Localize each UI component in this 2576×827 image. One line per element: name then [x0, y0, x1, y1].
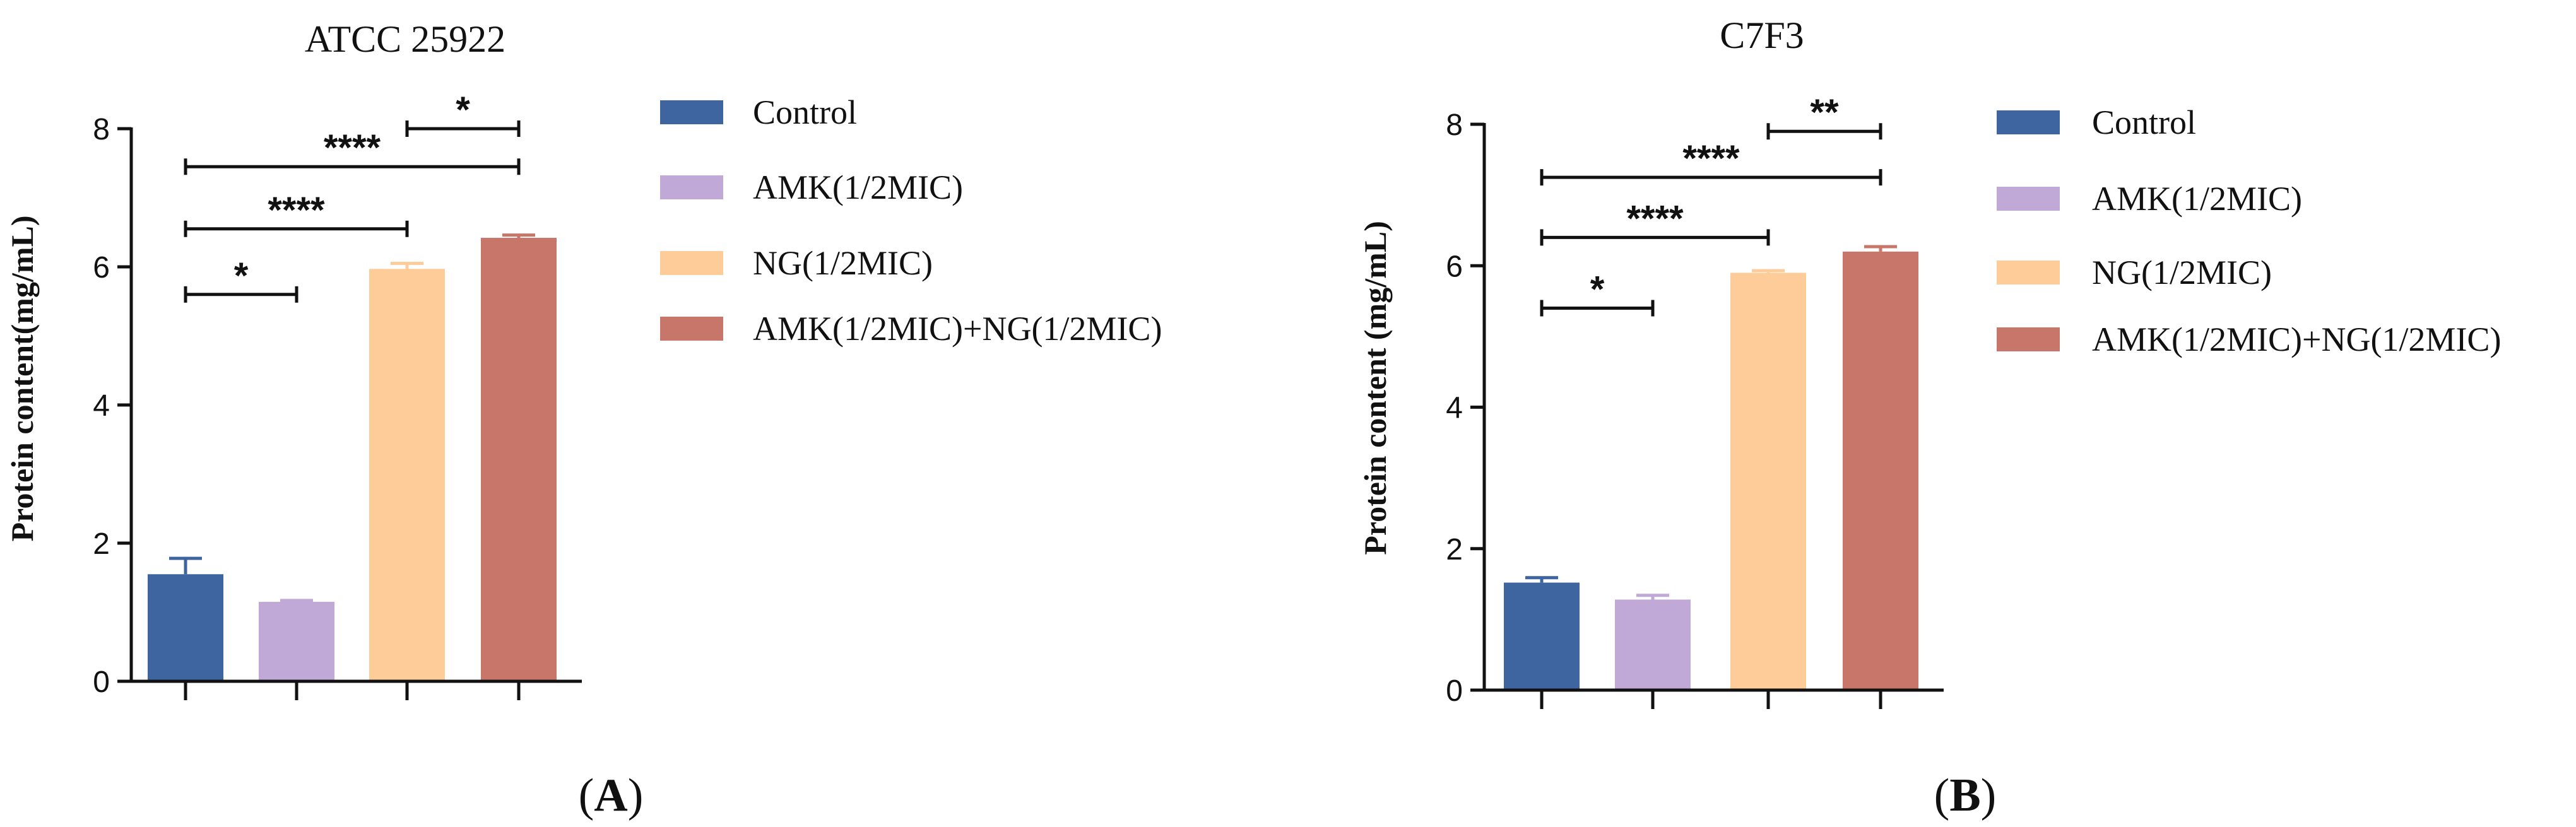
- legend-swatch: [1997, 327, 2060, 351]
- bar-b-3: [1730, 273, 1806, 690]
- error-bar-a-1: [169, 556, 202, 575]
- legend-item-b-2: AMK(1/2MIC): [1997, 180, 2302, 218]
- y-tick-label-b: 8: [1446, 109, 1463, 142]
- chart-title-a: ATCC 25922: [305, 18, 505, 60]
- legend-item-b-1: Control: [1997, 103, 2196, 141]
- significance-bracket-a-4: *: [405, 90, 521, 137]
- legend-item-a-2: AMK(1/2MIC): [660, 168, 963, 206]
- significance-bracket-a-2: ****: [184, 190, 409, 237]
- legend-label: AMK(1/2MIC)+NG(1/2MIC): [2092, 320, 2501, 358]
- legend-item-b-4: AMK(1/2MIC)+NG(1/2MIC): [1997, 320, 2501, 358]
- legend-swatch: [1997, 110, 2060, 134]
- legend-label: AMK(1/2MIC): [2092, 180, 2302, 218]
- significance-bracket-b-2: ****: [1540, 198, 1770, 246]
- significance-label: *: [1590, 269, 1605, 310]
- error-bar-a-2: [280, 599, 313, 602]
- legend-swatch: [660, 317, 723, 341]
- significance-bracket-a-1: *: [184, 255, 298, 303]
- y-tick-label-b: 6: [1446, 250, 1463, 283]
- legend-item-a-3: NG(1/2MIC): [660, 244, 933, 282]
- y-tick-label-b: 2: [1446, 533, 1463, 566]
- significance-label: ****: [268, 190, 325, 231]
- legend-item-b-3: NG(1/2MIC): [1997, 254, 2272, 291]
- bar-a-1: [148, 574, 223, 681]
- bar-b-2: [1615, 599, 1691, 690]
- chart-panel-a: ATCC 25922 Protein content(mg/mL) (A) 0 2…: [4, 18, 1162, 821]
- legend-item-a-4: AMK(1/2MIC)+NG(1/2MIC): [660, 310, 1162, 348]
- legend-label: AMK(1/2MIC): [753, 168, 963, 206]
- legend-label: NG(1/2MIC): [2092, 254, 2272, 291]
- legend-label: Control: [2092, 103, 2196, 141]
- chart-panel-b: C7F3 Protein content (mg/mL) (B) 02468**…: [1357, 15, 2501, 821]
- panel-letter-a: A: [594, 770, 627, 821]
- legend-swatch: [660, 100, 723, 124]
- y-tick-label-a: 6: [93, 251, 110, 284]
- bar-a-3: [369, 269, 445, 681]
- bar-a-4: [481, 238, 557, 681]
- legend-item-a-1: Control: [660, 93, 857, 131]
- y-tick-label-b: 4: [1446, 392, 1463, 425]
- y-tick-label-a: 4: [93, 389, 110, 423]
- significance-bracket-a-3: ****: [184, 127, 521, 175]
- y-tick-label-a: 0: [93, 666, 110, 699]
- error-bar-b-2: [1636, 594, 1669, 600]
- bar-a-2: [259, 602, 334, 681]
- significance-label: ****: [324, 127, 381, 168]
- bar-b-4: [1843, 251, 1918, 690]
- significance-bracket-b-3: ****: [1540, 138, 1882, 186]
- legend-swatch: [1997, 187, 2060, 211]
- y-axis-label-a: Protein content(mg/mL): [4, 215, 40, 541]
- panel-label-a: (A): [579, 770, 644, 821]
- legend-swatch: [660, 175, 723, 199]
- error-bar-b-1: [1525, 576, 1558, 583]
- legend-label: Control: [753, 93, 857, 131]
- legend-swatch: [660, 251, 723, 275]
- y-axis-label-b: Protein content (mg/mL): [1357, 221, 1393, 555]
- significance-bracket-b-1: *: [1540, 269, 1655, 317]
- legend-label: NG(1/2MIC): [753, 244, 933, 282]
- legend-label: AMK(1/2MIC)+NG(1/2MIC): [753, 310, 1162, 348]
- error-bar-a-4: [502, 233, 535, 238]
- significance-label: ****: [1682, 138, 1740, 179]
- significance-label: ****: [1626, 198, 1684, 239]
- legend-swatch: [1997, 261, 2060, 284]
- chart-title-b: C7F3: [1720, 15, 1804, 56]
- significance-label: *: [234, 255, 249, 296]
- error-bar-a-3: [391, 262, 423, 269]
- bar-b-1: [1504, 582, 1580, 690]
- y-tick-label-b: 0: [1446, 674, 1463, 708]
- significance-label: *: [456, 90, 470, 131]
- y-tick-label-a: 2: [93, 527, 110, 561]
- significance-label: **: [1810, 92, 1839, 133]
- panel-label-b: (B): [1934, 770, 1997, 821]
- significance-bracket-b-4: **: [1766, 92, 1882, 140]
- panel-letter-b: B: [1949, 770, 1980, 821]
- error-bar-b-4: [1864, 245, 1897, 252]
- y-tick-label-a: 8: [93, 113, 110, 146]
- error-bar-b-3: [1752, 269, 1785, 273]
